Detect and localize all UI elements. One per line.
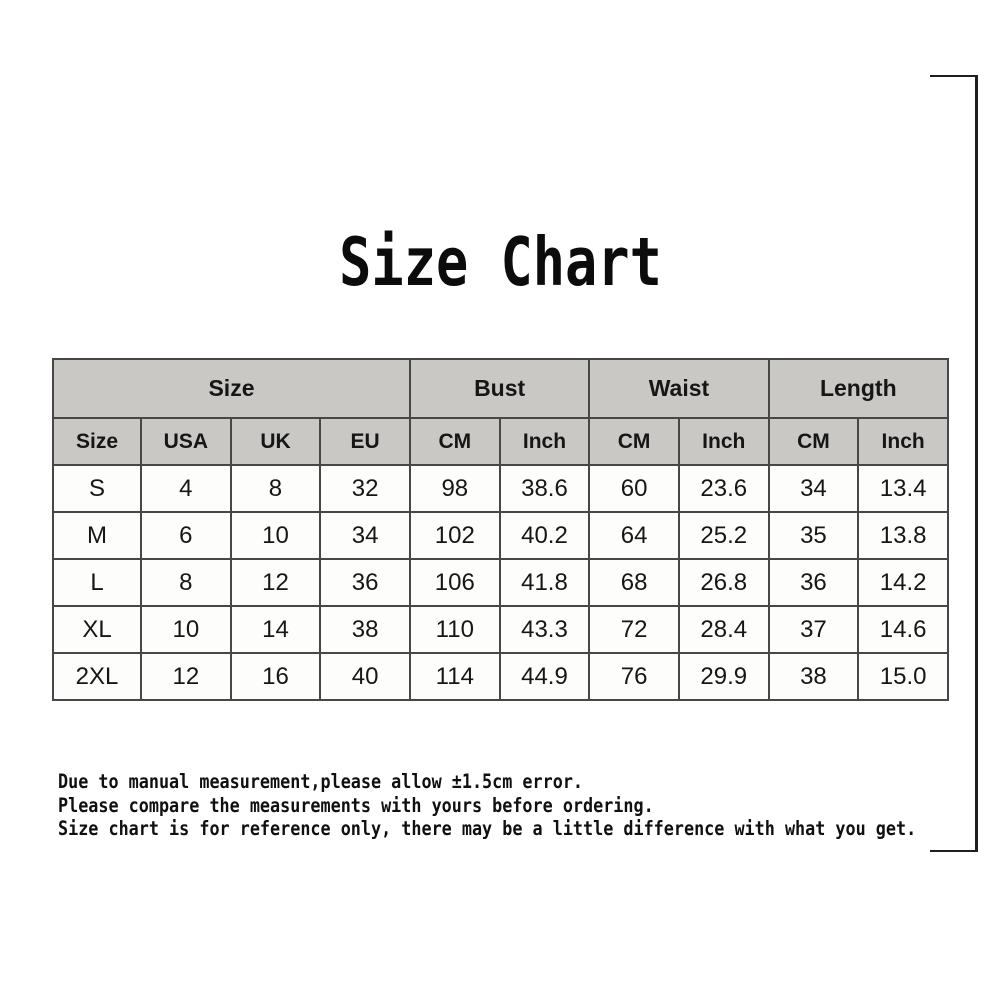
measurement-cell: 8 [140,558,232,607]
measurement-cell: 12 [229,558,322,607]
measurement-cell: 14.2 [857,558,949,607]
column-header-length-cm: CM [767,417,860,466]
measurement-cell: 6 [140,511,232,560]
measurement-cell: 10 [229,511,322,560]
measurement-cell: 14.6 [857,605,949,654]
measurement-cell: 16 [229,652,322,701]
measurement-cell: 28.4 [677,605,770,654]
measurement-cell: 41.8 [498,558,591,607]
measurement-cell: 36 [319,558,411,607]
measurement-cell: 13.4 [857,464,949,513]
measurement-cell: 37 [767,605,860,654]
measurement-cell: 8 [229,464,322,513]
cropped-photo-edge-top [930,75,978,77]
measurement-cell: 34 [767,464,860,513]
group-header-bust: Bust [408,358,591,419]
measurement-cell: 13.8 [857,511,949,560]
group-header-length: Length [767,358,950,419]
measurement-cell: 10 [140,605,232,654]
measurement-cell: 64 [588,511,680,560]
measurement-cell: 32 [319,464,411,513]
size-label-cell: M [52,511,142,560]
size-label-cell: XL [52,605,142,654]
size-table-body: S 4 8 32 98 38.6 60 23.6 34 13.4 M 6 10 34 102 40.2 64 25… [52,464,949,701]
measurement-cell: 29.9 [677,652,770,701]
measurement-cell: 4 [140,464,232,513]
measurement-cell: 15.0 [857,652,949,701]
measurement-cell: 36 [767,558,860,607]
column-header-size: Size [52,417,142,466]
column-header-bust-cm: CM [408,417,501,466]
size-table: Size Bust Waist Length Size USA UK EU CM… [52,358,950,701]
column-header-uk: UK [229,417,322,466]
measurement-cell: 114 [408,652,501,701]
table-row: L 8 12 36 106 41.8 68 26.8 36 14.2 [52,558,949,607]
measurement-cell: 44.9 [498,652,591,701]
measurement-cell: 60 [588,464,680,513]
measurement-cell: 106 [408,558,501,607]
column-header-waist-inch: Inch [677,417,770,466]
measurement-cell: 25.2 [677,511,770,560]
measurement-cell: 98 [408,464,501,513]
measurement-cell: 23.6 [677,464,770,513]
table-row: M 6 10 34 102 40.2 64 25.2 35 13.8 [52,511,949,560]
group-header-waist: Waist [588,358,770,419]
measurement-cell: 110 [408,605,501,654]
table-row: S 4 8 32 98 38.6 60 23.6 34 13.4 [52,464,949,513]
column-header-length-inch: Inch [857,417,949,466]
note-line-3: Size chart is for reference only, there … [58,817,917,840]
measurement-cell: 14 [229,605,322,654]
measurement-cell: 35 [767,511,860,560]
size-label-cell: 2XL [52,652,142,701]
measurement-cell: 72 [588,605,680,654]
column-header-usa: USA [140,417,232,466]
page-title: Size Chart [339,223,662,301]
column-header-row: Size USA UK EU CM Inch CM Inch CM Inch [52,417,949,466]
column-header-bust-inch: Inch [498,417,591,466]
measurement-cell: 38 [319,605,411,654]
size-label-cell: L [52,558,142,607]
measurement-cell: 76 [588,652,680,701]
size-label-cell: S [52,464,142,513]
measurement-cell: 12 [140,652,232,701]
table-row: XL 10 14 38 110 43.3 72 28.4 37 14.6 [52,605,949,654]
note-line-2: Please compare the measurements with you… [58,793,654,817]
measurement-cell: 68 [588,558,680,607]
measurement-cell: 34 [319,511,411,560]
column-header-waist-cm: CM [588,417,680,466]
measurement-cell: 40 [319,652,411,701]
measurement-cell: 38.6 [498,464,591,513]
note-line-1: Due to manual measurement,please allow ±… [58,770,584,793]
measurement-cell: 38 [767,652,860,701]
measurement-cell: 102 [408,511,501,560]
column-header-eu: EU [319,417,411,466]
measurement-cell: 26.8 [677,558,770,607]
cropped-photo-edge-bottom [930,850,978,852]
cropped-photo-edge-vertical [975,75,978,852]
group-header-size: Size [52,358,411,419]
table-row: 2XL 12 16 40 114 44.9 76 29.9 38 15.0 [52,652,949,701]
measurement-cell: 43.3 [498,605,591,654]
group-header-row: Size Bust Waist Length [52,358,950,419]
measurement-cell: 40.2 [498,511,591,560]
measurement-notes: Due to manual measurement,please allow ±… [58,770,916,841]
